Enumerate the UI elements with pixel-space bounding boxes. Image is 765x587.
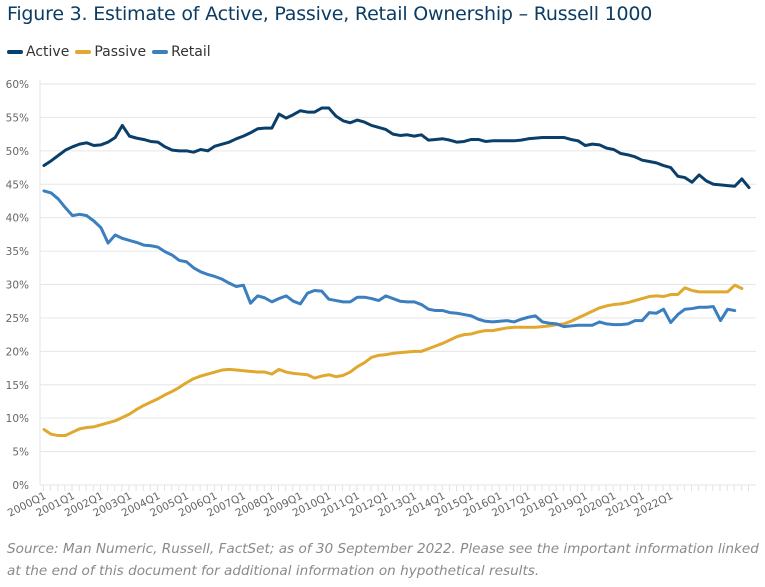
y-tick-label: 55%: [6, 112, 29, 124]
series-line-passive: [42, 283, 744, 438]
y-tick-label: 10%: [6, 413, 29, 425]
y-tick-label: 30%: [6, 280, 29, 292]
y-tick-label: 5%: [12, 447, 29, 459]
chart-title: Figure 3. Estimate of Active, Passive, R…: [7, 3, 653, 25]
legend-swatch-active: [7, 50, 23, 54]
y-tick-label: 60%: [6, 79, 29, 91]
y-tick-label: 15%: [6, 380, 29, 392]
legend-label-passive: Passive: [94, 44, 147, 60]
legend-label-retail: Retail: [171, 44, 211, 60]
y-tick-label: 50%: [6, 146, 29, 158]
series-lines: [42, 106, 751, 438]
chart-legend: Active Passive Retail: [7, 44, 217, 60]
y-tick-label: 20%: [6, 346, 29, 358]
legend-item-active: Active: [7, 44, 69, 60]
series-line-active: [42, 106, 751, 190]
legend-swatch-passive: [75, 50, 92, 54]
series-line-retail: [42, 189, 737, 329]
x-axis: 2000Q12001Q12002Q12003Q12004Q12005Q12006…: [6, 484, 756, 520]
y-tick-label: 40%: [6, 213, 29, 225]
legend-item-retail: Retail: [152, 44, 211, 60]
gridlines: [40, 83, 756, 486]
y-tick-label: 0%: [12, 480, 29, 492]
legend-item-passive: Passive: [75, 44, 146, 60]
y-tick-label: 45%: [6, 179, 29, 191]
y-tick-label: 35%: [6, 246, 29, 258]
legend-swatch-retail: [152, 50, 169, 54]
legend-label-active: Active: [26, 44, 70, 60]
source-note: Source: Man Numeric, Russell, FactSet; a…: [7, 541, 759, 579]
y-tick-label: 25%: [6, 313, 29, 325]
y-axis: 0% 5% 10% 15% 20% 25% 30% 35% 40% 45% 50% 55% 60%: [6, 79, 41, 492]
